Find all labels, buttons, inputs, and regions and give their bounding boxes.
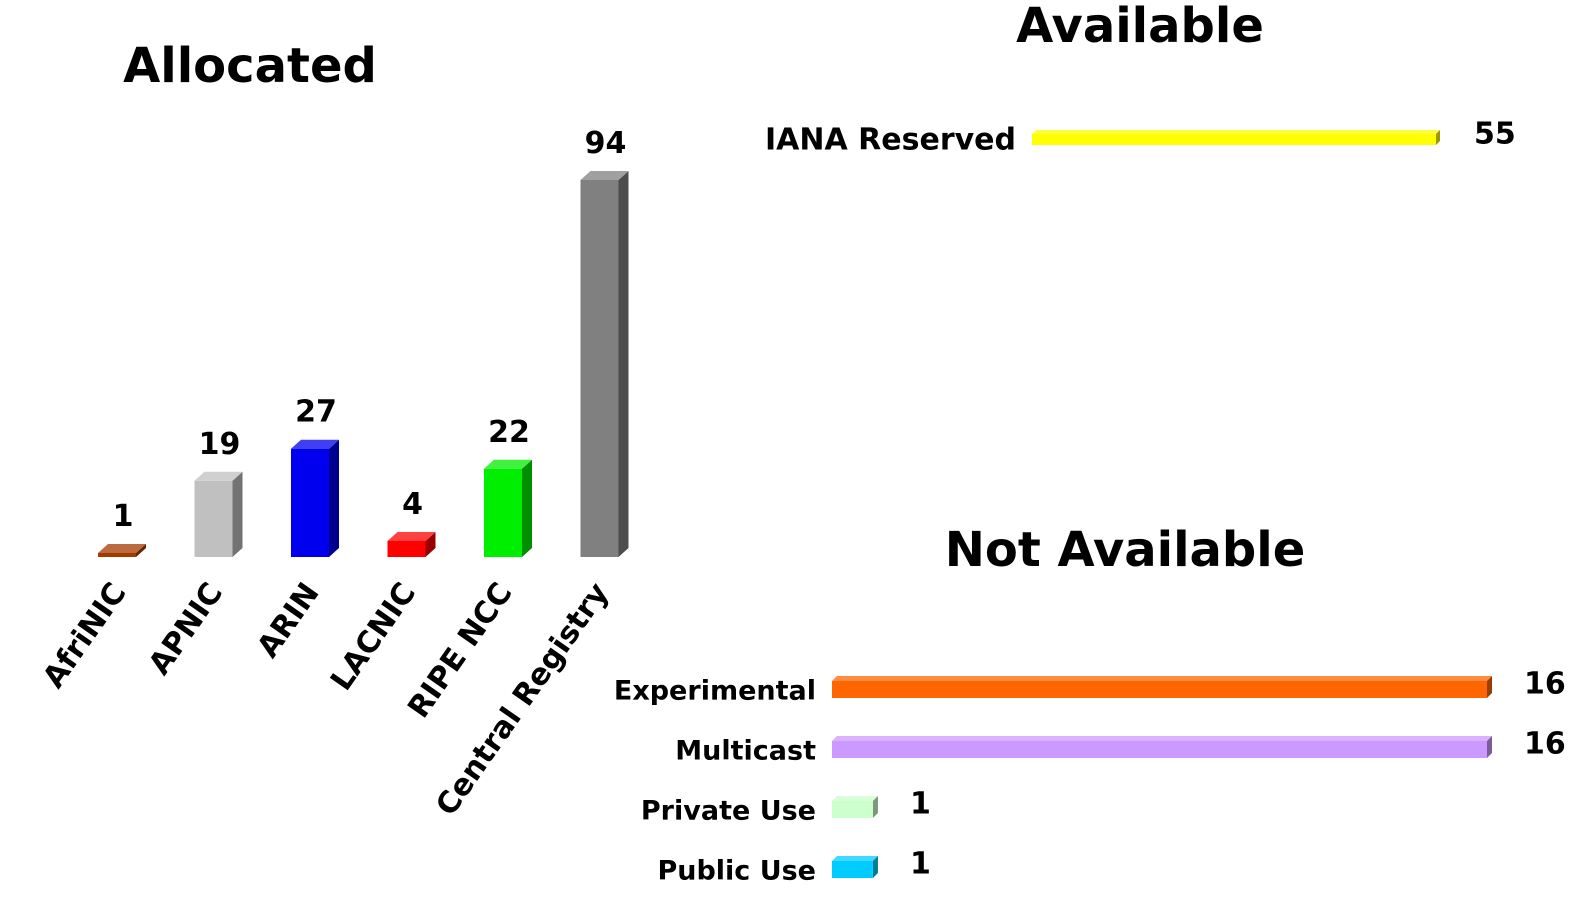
- value-label-public-use: 1: [910, 847, 931, 882]
- bar-central-registry-side: [618, 171, 629, 557]
- hbar-private-use-side: [872, 796, 878, 818]
- bar-arin-side: [329, 439, 339, 557]
- value-label-central-registry: 94: [585, 126, 627, 161]
- category-label-experimental: Experimental: [614, 676, 816, 707]
- bar-ripe-ncc-side: [522, 459, 532, 557]
- value-label-arin: 27: [295, 395, 337, 430]
- bar-ripe-ncc-top: [484, 459, 532, 469]
- bar-central-registry: [580, 180, 619, 557]
- bar-afrinic: [98, 552, 136, 557]
- value-label-apnic: 19: [199, 427, 241, 462]
- value-label-afrinic: 1: [113, 499, 134, 534]
- category-label-lacnic: LACNIC: [324, 577, 423, 698]
- not-available-title: Not Available: [945, 522, 1306, 578]
- hbar-iana-reserved-top: [1032, 130, 1440, 134]
- category-label-afrinic: AfriNIC: [36, 577, 133, 695]
- not-available-chart: Experimental 16 Multicast 16 Private Use 1 Pub…: [614, 667, 1566, 887]
- value-label-ripe-ncc: 22: [488, 415, 530, 450]
- hbar-experimental-side: [1487, 676, 1492, 698]
- value-label-experimental: 16: [1524, 667, 1566, 702]
- available-title: Available: [1016, 0, 1264, 54]
- category-label-apnic: APNIC: [142, 577, 230, 682]
- hbar-iana-reserved-side: [1436, 130, 1440, 145]
- bar-apnic: [194, 480, 233, 557]
- hbar-multicast: [832, 741, 1487, 758]
- hbar-public-use: [832, 861, 873, 878]
- hbar-iana-reserved: [1032, 134, 1436, 145]
- hbar-experimental: [832, 681, 1487, 698]
- value-label-lacnic: 4: [402, 487, 423, 522]
- hbar-public-use-side: [872, 856, 878, 878]
- bar-arin-top: [291, 439, 339, 449]
- bar-lacnic-top: [387, 531, 436, 541]
- hbar-multicast-top: [832, 736, 1492, 741]
- allocated-title: Allocated: [123, 38, 377, 94]
- value-label-multicast: 16: [1524, 727, 1566, 762]
- category-label-multicast: Multicast: [675, 736, 816, 767]
- bar-afrinic-top: [98, 543, 146, 553]
- available-chart: IANA Reserved 55: [765, 117, 1516, 158]
- category-label-private-use: Private Use: [641, 796, 816, 827]
- category-label-iana-reserved: IANA Reserved: [765, 123, 1016, 158]
- bar-ripe-ncc: [484, 468, 522, 557]
- category-label-arin: ARIN: [251, 577, 327, 665]
- hbar-private-use-top: [832, 796, 878, 801]
- hbar-multicast-side: [1487, 736, 1492, 758]
- bar-lacnic: [387, 540, 426, 557]
- bar-afrinic-side: [136, 543, 146, 557]
- hbar-public-use-top: [832, 856, 878, 861]
- bar-arin: [291, 448, 329, 557]
- value-label-private-use: 1: [910, 787, 931, 822]
- bar-central-registry-top: [580, 171, 629, 180]
- hbar-experimental-top: [832, 676, 1492, 681]
- category-label-central-registry: Central Registry: [429, 576, 616, 822]
- bar-apnic-side: [232, 471, 243, 557]
- hbar-private-use: [832, 801, 873, 818]
- bar-apnic-top: [194, 471, 243, 481]
- bar-lacnic-side: [425, 531, 436, 557]
- category-label-public-use: Public Use: [657, 856, 816, 887]
- value-label-iana-reserved: 55: [1474, 117, 1516, 152]
